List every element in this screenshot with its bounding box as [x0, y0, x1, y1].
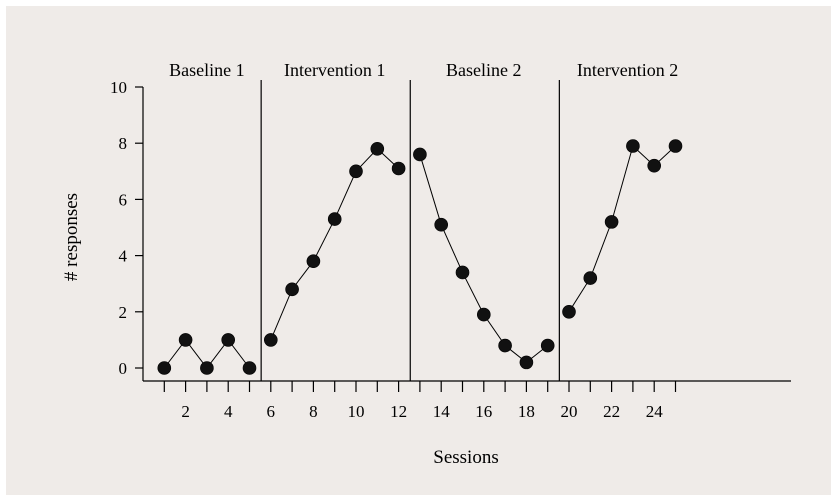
y-tick-label: 2 [119, 303, 128, 322]
y-tick-label: 6 [119, 190, 128, 209]
data-point [263, 333, 278, 347]
y-tick-label: 0 [119, 359, 128, 378]
phase-dividers [260, 80, 560, 381]
data-point [604, 215, 619, 229]
y-tick-label: 4 [119, 247, 128, 266]
data-point [626, 139, 640, 153]
series-lines [163, 145, 676, 369]
x-ticks: 2 4 6 8 10 12 14 16 18 20 22 24 [163, 381, 677, 421]
x-tick-label: 4 [224, 402, 233, 421]
data-point [200, 361, 214, 375]
data-point [178, 333, 193, 347]
data-point [455, 265, 470, 280]
data-point [434, 217, 449, 232]
y-tick-label: 8 [119, 134, 128, 153]
x-tick-label: 8 [309, 402, 318, 421]
data-point [242, 361, 257, 375]
x-tick-label: 18 [518, 402, 535, 421]
x-tick-label: 10 [348, 402, 365, 421]
phase-label: Intervention 2 [577, 60, 678, 80]
phase-label: Baseline 2 [446, 60, 521, 80]
y-axis-label: # responses [61, 193, 82, 281]
y-ticks: 0 2 4 6 8 10 [110, 78, 143, 378]
data-point [583, 271, 598, 285]
x-tick-label: 24 [646, 402, 664, 421]
data-point [498, 338, 512, 353]
data-point [391, 161, 406, 176]
data-point [668, 139, 683, 153]
x-tick-label: 12 [390, 402, 407, 421]
series-line [270, 148, 399, 341]
x-tick-label: 22 [603, 402, 620, 421]
x-tick-label: 14 [433, 402, 451, 421]
data-point [476, 307, 491, 322]
data-points [157, 139, 683, 375]
data-point [370, 142, 385, 156]
data-point [540, 338, 555, 353]
data-point [157, 361, 172, 375]
data-point [647, 158, 662, 173]
x-axis-label: Sessions [433, 447, 498, 468]
phase-label: Baseline 1 [169, 60, 244, 80]
x-tick-label: 2 [181, 402, 190, 421]
data-point [221, 333, 235, 347]
x-tick-label: 20 [561, 402, 578, 421]
data-point [327, 212, 342, 226]
phase-label: Intervention 1 [284, 60, 385, 80]
data-point [413, 147, 427, 162]
data-point [562, 304, 576, 319]
x-tick-label: 6 [267, 402, 276, 421]
data-point [519, 355, 534, 370]
phase-labels: Baseline 1 Intervention 1 Baseline 2 Interv… [169, 60, 678, 80]
x-tick-label: 16 [475, 402, 492, 421]
data-point [349, 164, 363, 179]
data-point [306, 254, 321, 269]
data-point [285, 282, 299, 297]
y-tick-label: 10 [110, 78, 127, 97]
series-line [419, 154, 549, 364]
series-line [568, 145, 676, 313]
